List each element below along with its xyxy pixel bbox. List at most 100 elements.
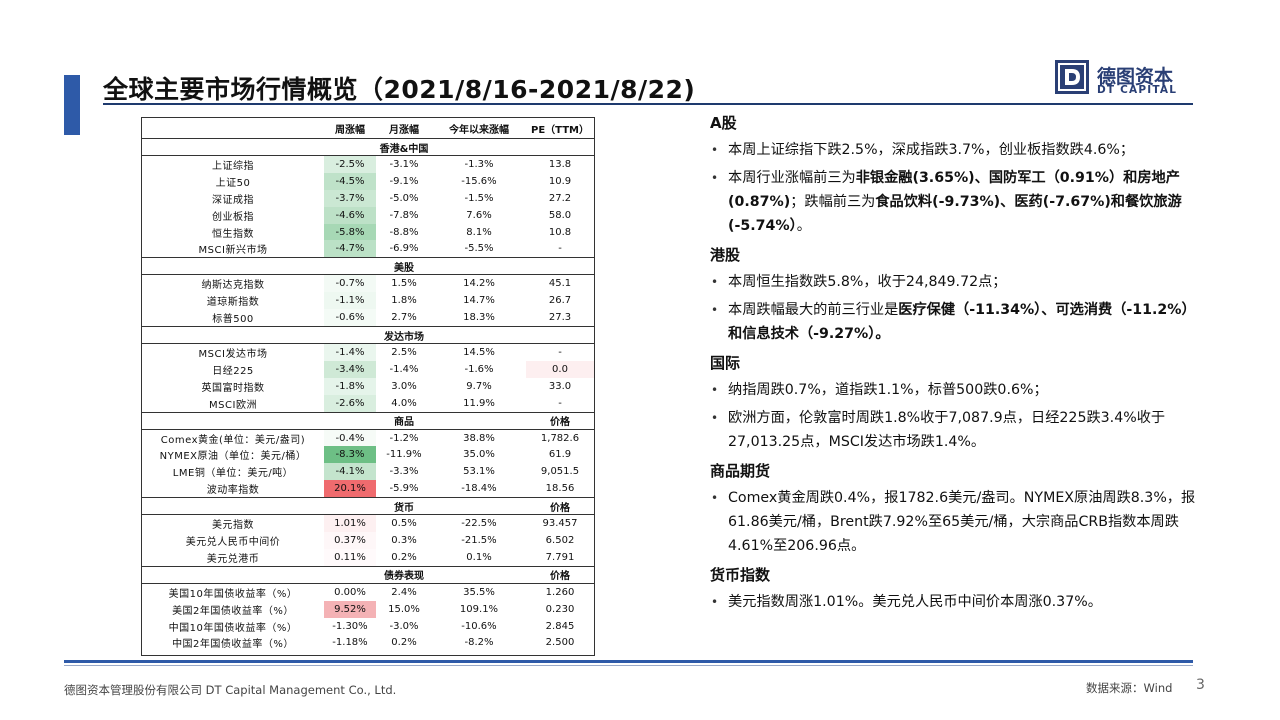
ytd-change: -18.4%	[461, 483, 497, 495]
ytd-change: 14.5%	[463, 346, 495, 358]
weekly-change: -3.7%	[324, 189, 376, 207]
monthly-change: -5.9%	[389, 483, 419, 495]
row-name: 上证综指	[212, 160, 254, 172]
monthly-change: -5.0%	[389, 192, 419, 204]
column-header: 今年以来涨幅	[432, 118, 526, 139]
ytd-change: 14.7%	[463, 295, 495, 307]
row-name: 日经225	[212, 365, 254, 377]
weekly-change: 0.00%	[324, 583, 376, 601]
weekly-change: -4.7%	[324, 240, 376, 258]
table-row: Comex黄金(单位：美元/盎司) -0.4% -1.2% 38.8% 1,782.6	[142, 429, 594, 447]
ytd-change: -10.6%	[461, 620, 497, 632]
table-row: MSCI发达市场 -1.4% 2.5% 14.5% -	[142, 343, 594, 361]
value: 6.502	[545, 534, 575, 546]
ytd-change: -1.3%	[464, 158, 494, 170]
table-header-row: 周涨幅 月涨幅 今年以来涨幅 PE（TTM）	[142, 118, 594, 139]
value: 7.791	[545, 551, 575, 563]
row-name: MSCI欧洲	[209, 399, 257, 411]
bullet-item: 本周上证综指下跌2.5%，深成指跌3.7%，创业板指数跌4.6%；	[710, 138, 1200, 162]
weekly-change: -1.30%	[324, 617, 376, 635]
bullet-text: ；跌幅前三为	[790, 194, 876, 210]
section-title: 货币	[142, 497, 526, 516]
footer-divider	[64, 660, 1193, 663]
monthly-change: -9.1%	[389, 175, 419, 187]
value: -	[558, 346, 562, 358]
value: -	[558, 397, 562, 409]
monthly-change: 1.5%	[391, 278, 417, 290]
weekly-change: 20.1%	[324, 480, 376, 498]
monthly-change: 1.8%	[391, 295, 417, 307]
ytd-change: -1.5%	[464, 192, 494, 204]
row-name: 中国10年国债收益率（%）	[168, 622, 298, 634]
value: 10.8	[548, 226, 572, 238]
value: 27.2	[548, 192, 572, 204]
section-heading-a-share: A股	[710, 114, 737, 132]
row-name: 道琼斯指数	[206, 297, 260, 309]
value: 0.0	[526, 360, 594, 378]
ytd-change: 8.1%	[466, 226, 492, 238]
weekly-change: -3.4%	[324, 360, 376, 378]
monthly-change: 2.4%	[391, 586, 417, 598]
table-body: 香港&中国 上证综指 -2.5% -3.1% -1.3% 13.8 上证50 -4.5% -9.…	[142, 138, 594, 652]
value: 27.3	[548, 312, 572, 324]
ytd-change: 14.2%	[463, 278, 495, 290]
weekly-change: -0.7%	[324, 274, 376, 293]
bullet-item: 纳指周跌0.7%，道指跌1.1%，标普500跌0.6%；	[710, 378, 1200, 402]
monthly-change: -3.3%	[389, 466, 419, 478]
value: 33.0	[548, 380, 572, 392]
section-heading-fx: 货币指数	[710, 566, 771, 584]
table-row: 上证50 -4.5% -9.1% -15.6% 10.9	[142, 172, 594, 190]
monthly-change: -3.0%	[389, 620, 419, 632]
value: 93.457	[542, 518, 578, 530]
value: 26.7	[548, 295, 572, 307]
section-value-header	[526, 138, 594, 156]
section-title: 香港&中国	[142, 138, 526, 156]
monthly-change: -6.9%	[389, 243, 419, 255]
monthly-change: 4.0%	[391, 397, 417, 409]
section-header-row: 香港&中国	[142, 138, 594, 156]
title-accent-bar	[64, 75, 80, 135]
table-row: 美国10年国债收益率（%） 0.00% 2.4% 35.5% 1.260	[142, 583, 594, 601]
dt-logo-icon	[1055, 60, 1089, 94]
value: 1.260	[545, 586, 575, 598]
row-name: MSCI新兴市场	[198, 245, 268, 257]
monthly-change: 3.0%	[391, 380, 417, 392]
column-header: PE（TTM）	[526, 118, 594, 139]
section-heading-commodity: 商品期货	[710, 462, 771, 480]
monthly-change: 0.2%	[391, 637, 417, 649]
section-title: 美股	[142, 257, 526, 276]
ytd-change: 18.3%	[463, 312, 495, 324]
value: -	[558, 243, 562, 255]
value: 61.9	[548, 449, 572, 461]
ytd-change: 53.1%	[463, 466, 495, 478]
weekly-change: 0.37%	[324, 532, 376, 549]
row-name: 波动率指数	[206, 485, 260, 497]
ytd-change: 38.8%	[463, 432, 495, 444]
table-row: 纳斯达克指数 -0.7% 1.5% 14.2% 45.1	[142, 274, 594, 293]
bullet-item: 本周恒生指数跌5.8%，收于24,849.72点；	[710, 270, 1200, 294]
value: 1,782.6	[540, 432, 580, 444]
row-name: LME铜（单位：美元/吨）	[172, 468, 294, 480]
page-title: 全球主要市场行情概览（2021/8/16-2021/8/22)	[103, 75, 696, 104]
ytd-change: 9.7%	[466, 380, 492, 392]
monthly-change: -7.8%	[389, 209, 419, 221]
weekly-change: -1.4%	[324, 343, 376, 361]
row-name: Comex黄金(单位：美元/盎司)	[160, 434, 306, 446]
logo-name: 德图资本	[1097, 66, 1174, 88]
monthly-change: 0.3%	[391, 534, 417, 546]
table-row: 波动率指数 20.1% -5.9% -18.4% 18.56	[142, 480, 594, 498]
table-row: LME铜（单位：美元/吨） -4.1% -3.3% 53.1% 9,051.5	[142, 463, 594, 481]
weekly-change: -4.1%	[324, 463, 376, 481]
market-table-container: 周涨幅 月涨幅 今年以来涨幅 PE（TTM） 香港&中国 上证综指 -2.5% -3.…	[141, 117, 595, 656]
table-row: 美元兑人民币中间价 0.37% 0.3% -21.5% 6.502	[142, 532, 594, 549]
table-row: 深证成指 -3.7% -5.0% -1.5% 27.2	[142, 189, 594, 207]
column-header	[142, 118, 324, 139]
ytd-change: -1.6%	[464, 363, 494, 375]
company-logo: 德图资本 DT CAPITAL	[1055, 60, 1195, 100]
logo-name-en: DT CAPITAL	[1097, 84, 1178, 96]
value: 58.0	[548, 209, 572, 221]
row-name: MSCI发达市场	[198, 348, 268, 360]
table-row: MSCI新兴市场 -4.7% -6.9% -5.5% -	[142, 240, 594, 258]
ytd-change: -21.5%	[461, 534, 497, 546]
section-heading-intl: 国际	[710, 354, 741, 372]
